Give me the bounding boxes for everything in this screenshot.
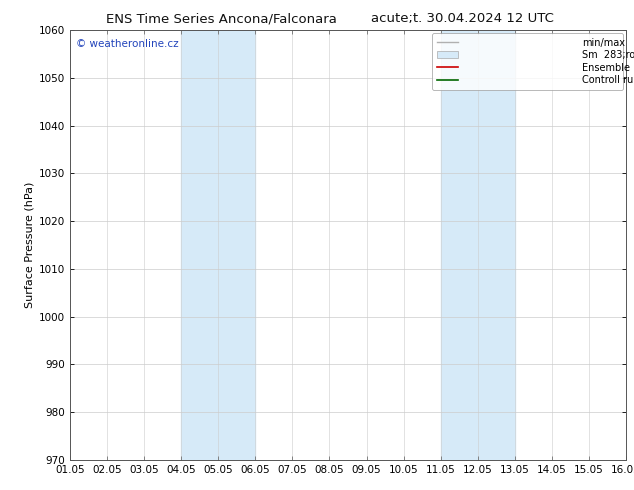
Y-axis label: Surface Pressure (hPa): Surface Pressure (hPa) bbox=[25, 182, 35, 308]
Text: ENS Time Series Ancona/Falconara: ENS Time Series Ancona/Falconara bbox=[107, 12, 337, 25]
Bar bbox=[441, 30, 515, 460]
Legend: min/max, Sm  283;rodatn acute; odchylka, Ensemble mean run, Controll run: min/max, Sm 283;rodatn acute; odchylka, … bbox=[432, 33, 623, 90]
Bar bbox=[181, 30, 256, 460]
Text: © weatheronline.cz: © weatheronline.cz bbox=[75, 39, 178, 49]
Text: acute;t. 30.04.2024 12 UTC: acute;t. 30.04.2024 12 UTC bbox=[372, 12, 554, 25]
